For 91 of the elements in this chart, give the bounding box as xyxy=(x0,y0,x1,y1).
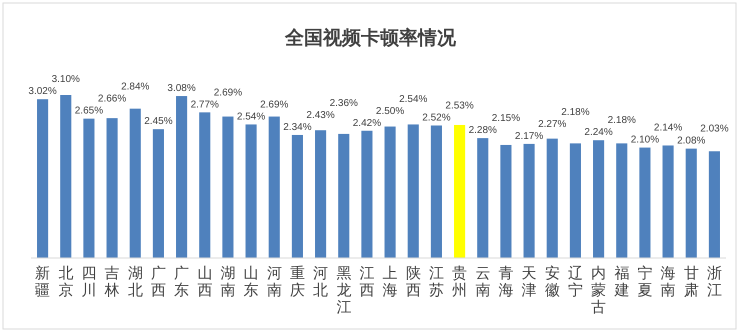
data-label: 2.54% xyxy=(236,111,266,122)
x-tick-label: 浙江 xyxy=(706,265,722,299)
bar xyxy=(152,129,164,258)
bar xyxy=(477,138,488,258)
bar xyxy=(408,124,419,258)
bar xyxy=(199,112,210,258)
bar xyxy=(292,134,303,258)
bar xyxy=(83,118,94,258)
data-label: 2.10% xyxy=(630,134,660,146)
data-label: 2.24% xyxy=(584,127,613,138)
x-tick-label: 河北 xyxy=(313,265,328,299)
bar xyxy=(315,130,326,258)
x-tick-label: 青海 xyxy=(498,265,514,299)
data-label: 2.03% xyxy=(700,124,729,135)
data-label: 2.77% xyxy=(190,99,220,110)
bar xyxy=(454,124,466,258)
x-tick-label: 福建 xyxy=(613,265,630,299)
bar xyxy=(268,116,280,258)
bar xyxy=(686,148,697,258)
data-label: 2.36% xyxy=(330,98,358,109)
x-tick-label: 山西 xyxy=(197,265,212,299)
data-label: 2.84% xyxy=(121,82,150,93)
data-label: 2.27% xyxy=(538,118,567,130)
x-tick-label: 湖北 xyxy=(128,265,143,299)
data-label: 3.02% xyxy=(28,86,57,98)
data-label: 2.34% xyxy=(283,122,312,133)
x-tick-label: 重庆 xyxy=(290,265,305,299)
data-label: 2.54% xyxy=(399,94,428,105)
x-tick-label: 宁夏 xyxy=(637,265,652,299)
x-tick-label: 江苏 xyxy=(428,265,444,299)
x-tick-label: 贵州 xyxy=(452,265,468,299)
data-label: 2.50% xyxy=(376,106,404,117)
x-tick-label: 上海 xyxy=(382,265,398,299)
data-label: 2.42% xyxy=(352,118,382,129)
bar xyxy=(130,108,141,258)
chart-title: 全国视频卡顿率情况 xyxy=(284,27,457,49)
bar xyxy=(176,96,188,258)
data-label: 2.69% xyxy=(260,99,289,110)
x-tick-label: 广西 xyxy=(150,265,166,299)
bar xyxy=(430,125,442,258)
data-label: 2.66% xyxy=(98,94,126,105)
bar xyxy=(546,138,558,258)
x-tick-label: 海南 xyxy=(660,265,676,299)
data-label: 2.18% xyxy=(561,106,590,118)
data-label: 2.43% xyxy=(306,110,335,121)
bar xyxy=(616,143,628,258)
bar xyxy=(524,144,535,258)
bar xyxy=(708,151,720,258)
data-label: 2.14% xyxy=(654,122,682,134)
x-tick-label: 河南 xyxy=(266,265,282,299)
x-tick-label: 云南 xyxy=(475,265,490,299)
bar xyxy=(593,140,604,258)
bar xyxy=(60,95,72,258)
x-tick-label: 吉林 xyxy=(104,265,120,299)
x-tick-label: 湖南 xyxy=(220,265,236,299)
x-tick-label: 内蒙古 xyxy=(591,265,606,316)
x-tick-label: 四川 xyxy=(81,265,96,299)
data-label: 2.08% xyxy=(677,136,706,147)
data-label: 2.28% xyxy=(468,125,498,136)
bar xyxy=(662,145,674,258)
x-tick-label: 新疆 xyxy=(35,265,50,299)
x-tick-label: 安徽 xyxy=(544,265,560,299)
data-label: 2.53% xyxy=(445,100,474,112)
x-tick-label: 江西 xyxy=(359,265,374,299)
bar xyxy=(246,124,257,258)
data-label: 2.17% xyxy=(514,130,544,142)
bar xyxy=(570,143,581,258)
bar xyxy=(37,99,48,258)
x-tick-label: 天津 xyxy=(522,265,537,299)
bar xyxy=(361,130,372,258)
bar xyxy=(338,134,350,258)
x-tick-label: 北京 xyxy=(58,265,74,299)
x-tick-label: 辽宁 xyxy=(568,265,583,299)
bar xyxy=(384,126,396,258)
data-label: 2.45% xyxy=(144,116,173,128)
data-label: 2.52% xyxy=(422,112,451,124)
data-label: 2.69% xyxy=(214,87,242,98)
data-label: 2.65% xyxy=(74,106,104,117)
data-label: 3.10% xyxy=(52,74,80,86)
bar xyxy=(222,116,234,258)
data-label: 3.08% xyxy=(167,83,196,94)
bar xyxy=(106,118,118,258)
bar xyxy=(639,148,650,258)
bar xyxy=(500,144,512,258)
x-tick-label: 陕西 xyxy=(406,265,421,299)
x-tick-label: 黑龙江 xyxy=(336,265,352,316)
x-tick-label: 广东 xyxy=(174,265,190,299)
data-label: 2.18% xyxy=(608,115,636,126)
x-tick-label: 甘肃 xyxy=(684,265,699,299)
data-label: 2.15% xyxy=(492,113,520,124)
x-tick-label: 山东 xyxy=(244,265,259,299)
